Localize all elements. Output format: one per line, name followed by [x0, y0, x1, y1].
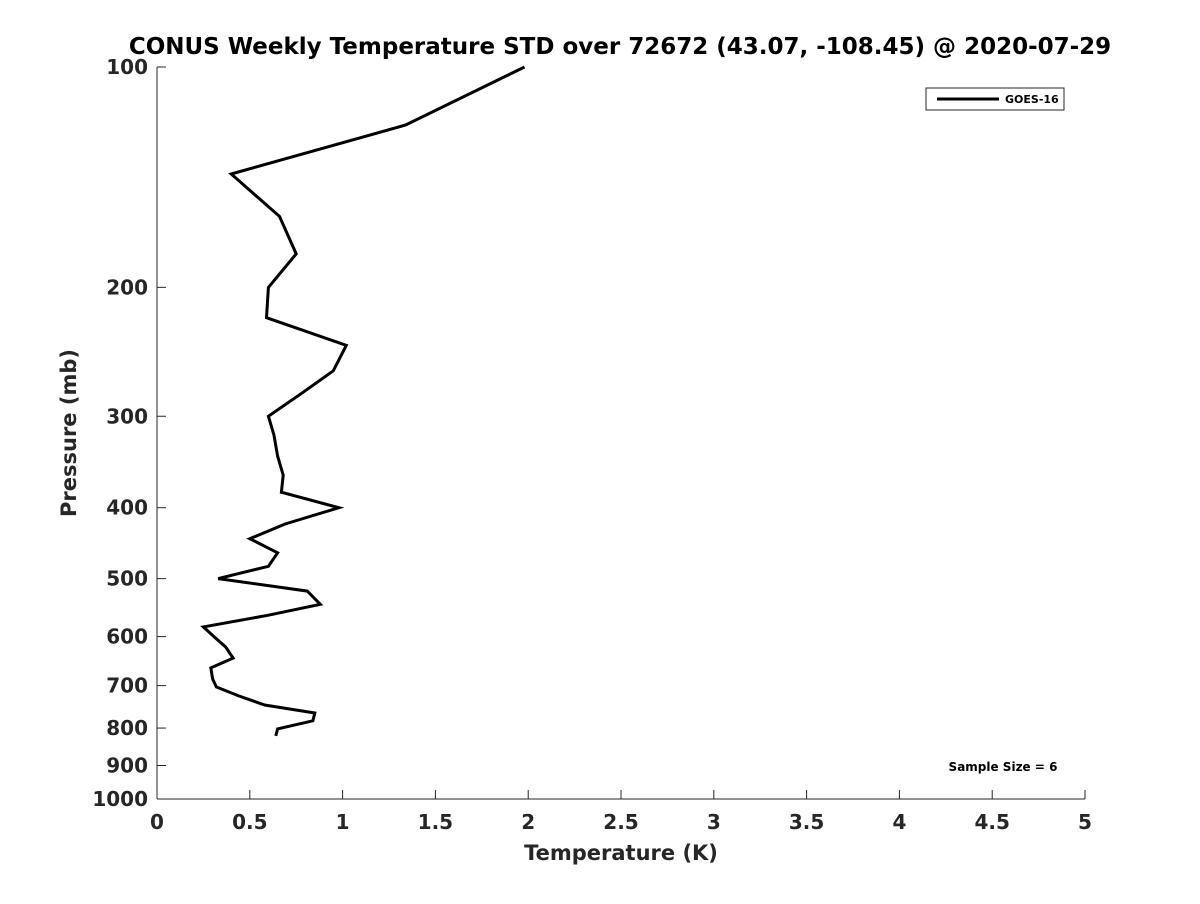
y-tick-label: 900 [106, 754, 148, 778]
x-tick-label: 4.5 [974, 810, 1009, 834]
legend-entry-label: GOES-16 [1005, 93, 1059, 106]
x-tick-label: 1 [336, 810, 350, 834]
x-tick-label: 3.5 [789, 810, 824, 834]
x-tick-label: 0 [150, 810, 164, 834]
sample-size-annotation: Sample Size = 6 [949, 760, 1058, 774]
y-tick-label: 600 [106, 625, 148, 649]
chart-title: CONUS Weekly Temperature STD over 72672 … [129, 34, 1111, 60]
y-tick-label: 100 [106, 55, 148, 79]
x-axis-label: Temperature (K) [524, 841, 718, 865]
x-tick-label: 4 [892, 810, 906, 834]
x-tick-label: 0.5 [232, 810, 267, 834]
x-tick-label: 2 [521, 810, 535, 834]
x-tick-label: 3 [707, 810, 721, 834]
y-axis-label: Pressure (mb) [57, 349, 81, 517]
y-tick-label: 700 [106, 674, 148, 698]
y-tick-label: 200 [106, 275, 148, 299]
x-tick-label: 5 [1078, 810, 1092, 834]
y-tick-label: 500 [106, 567, 148, 591]
x-tick-label: 2.5 [603, 810, 638, 834]
axes: 0 0.5 1 1.5 2 2.5 3 3.5 4 4.5 5 100 200 300 400 500 600 7… [92, 55, 1092, 834]
y-tick-label: 1000 [92, 787, 148, 811]
y-tick-label: 300 [106, 404, 148, 428]
x-tick-label: 1.5 [418, 810, 453, 834]
y-tick-label: 800 [106, 716, 148, 740]
y-tick-label: 400 [106, 496, 148, 520]
series-line-goes-16 [200, 65, 526, 737]
legend: GOES-16 [925, 87, 1065, 111]
